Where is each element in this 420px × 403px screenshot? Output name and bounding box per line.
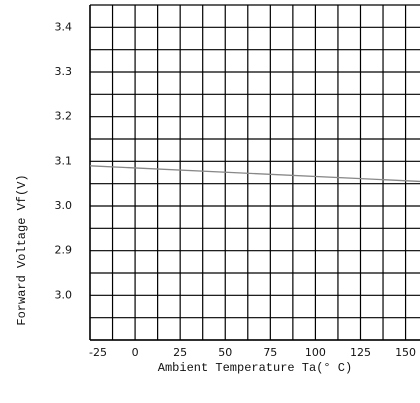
y-tick-label: 3.2	[55, 110, 73, 123]
y-tick-label: 3.4	[55, 20, 73, 33]
x-tick-label: 75	[263, 346, 277, 359]
data-line	[90, 165, 420, 183]
y-tick-label: 3.1	[55, 154, 73, 167]
x-tick-label: -25	[89, 346, 107, 359]
y-tick-label: 3.3	[55, 65, 73, 78]
x-tick-label: 125	[350, 346, 371, 359]
y-axis-label: Forward Voltage Vf(V)	[15, 174, 29, 325]
x-axis-label: Ambient Temperature Ta(° C)	[158, 361, 352, 375]
y-tick-label: 3.0	[55, 288, 73, 301]
x-tick-label: 100	[305, 346, 326, 359]
y-tick-label: 3.0	[55, 199, 73, 212]
x-tick-label: 0	[132, 346, 139, 359]
grid	[89, 4, 420, 341]
x-tick-label: 25	[173, 346, 187, 359]
y-tick-label: 2.9	[55, 244, 73, 257]
x-tick-label: 50	[218, 346, 232, 359]
x-tick-label: 150	[395, 346, 416, 359]
